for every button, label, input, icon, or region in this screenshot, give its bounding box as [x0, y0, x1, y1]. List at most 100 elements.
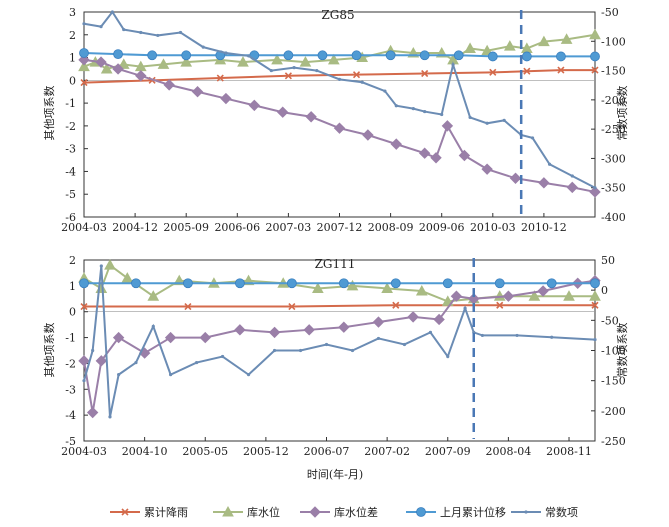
- series-point-21: [480, 333, 485, 338]
- series-point-9: [247, 54, 251, 58]
- legend-marker-point-0: [121, 508, 129, 516]
- y-tick-label: -4: [65, 165, 76, 178]
- series-point-4: [147, 290, 160, 301]
- series-line: [84, 304, 595, 308]
- x-tick-label: 2005-09: [163, 221, 209, 234]
- legend-item: 库水位: [213, 505, 280, 519]
- series-point-2: [95, 355, 108, 367]
- y2-tick-label: 50: [601, 254, 615, 267]
- series-point-0: [79, 48, 89, 58]
- series-point-11: [453, 50, 464, 61]
- series-point-9: [220, 354, 225, 359]
- series-point-6: [390, 278, 401, 289]
- series-库水位差: [78, 274, 601, 419]
- series-库水位差: [78, 54, 601, 198]
- y-tick-label: -3: [65, 383, 76, 396]
- series-point-22: [515, 333, 519, 338]
- series-point-5: [191, 86, 204, 98]
- series-point-5: [421, 69, 429, 78]
- x-tick-label: 2005-05: [182, 445, 228, 458]
- series-point-9: [303, 324, 315, 336]
- series-line: [83, 69, 595, 84]
- series-point-2: [104, 259, 116, 270]
- series-line: [83, 279, 596, 413]
- x-tick-label: 2007-12: [317, 221, 363, 234]
- series-point-17: [464, 42, 476, 53]
- series-point-9: [305, 111, 317, 123]
- y-tick-label: -3: [65, 143, 76, 156]
- y2-tick-label: -400: [601, 211, 626, 224]
- series-上月累计位移: [79, 278, 600, 289]
- series-point-18: [423, 109, 427, 114]
- y-tick-label: -5: [65, 435, 76, 448]
- series-point-6: [151, 324, 155, 328]
- series-point-26: [547, 162, 552, 166]
- series-point-13: [433, 313, 445, 326]
- chart-panel-zg111: ZG111 其他项系数 常数项系数 2 1 0 -1 -2 -3 -4 -5 50 0 -50 -10…: [43, 254, 629, 458]
- series-point-23: [502, 118, 506, 122]
- y2-tick-label: -250: [601, 123, 626, 136]
- series-point-4: [496, 301, 504, 309]
- series-point-2: [288, 302, 296, 311]
- series-point-9: [385, 50, 396, 61]
- series-point-8: [494, 278, 505, 289]
- x-tick-label: 2010-12: [521, 221, 567, 234]
- series-point-17: [537, 285, 549, 297]
- series-line: [83, 265, 596, 418]
- plot-frame: [83, 11, 596, 218]
- series-point-0: [78, 60, 90, 72]
- series-point-8: [194, 360, 199, 365]
- series-point-17: [411, 107, 415, 111]
- series-point-21: [468, 115, 472, 120]
- series-point-0: [78, 54, 90, 66]
- series-point-11: [381, 282, 393, 293]
- series-point-6: [283, 50, 294, 61]
- series-point-2: [147, 50, 158, 61]
- series-累计降雨: [80, 301, 599, 311]
- series-point-19: [463, 306, 467, 310]
- series-point-5: [134, 360, 138, 365]
- series-point-8: [557, 66, 565, 74]
- series-point-13: [324, 342, 329, 347]
- series-point-13: [418, 147, 431, 159]
- series-point-13: [337, 77, 342, 81]
- series-point-7: [248, 99, 261, 112]
- legend: 累计降雨 库水位 库水位差 上月累计位移 常数项: [110, 505, 578, 519]
- x-tick-label: 2007-02: [364, 445, 410, 458]
- series-常数项: [82, 10, 597, 190]
- series-point-0: [80, 302, 88, 311]
- series-point-15: [383, 89, 387, 93]
- series-point-21: [538, 35, 550, 47]
- x-tick-label: 2006-07: [304, 445, 350, 458]
- series-point-4: [117, 373, 121, 377]
- legend-label: 累计降雨: [144, 505, 188, 519]
- series-point-15: [376, 336, 381, 341]
- series-point-20: [566, 181, 578, 194]
- y-tick-label: 0: [69, 74, 76, 87]
- x-tick-label: 2005-12: [243, 445, 289, 458]
- x-tick-label: 2009-06: [419, 221, 465, 234]
- y2-axis-label: 常数项系数: [616, 323, 629, 378]
- legend-label: 常数项: [545, 506, 578, 519]
- series-point-3: [112, 331, 125, 344]
- series-point-23: [589, 28, 601, 40]
- y-axis-label: 其他项系数: [43, 323, 56, 378]
- chart-title: ZG111: [315, 257, 356, 271]
- series-point-10: [338, 321, 350, 333]
- series-point-2: [100, 62, 113, 74]
- y2-tick-label: -50: [601, 6, 619, 19]
- x-tick-label: 2007-03: [266, 221, 312, 234]
- legend-marker-point-4: [524, 510, 528, 514]
- series-point-2: [110, 10, 114, 14]
- y-tick-label: -1: [65, 332, 76, 345]
- series-point-23: [550, 335, 554, 339]
- series-point-18: [446, 354, 450, 359]
- series-point-8: [351, 50, 362, 61]
- series-point-6: [489, 68, 497, 76]
- series-point-3: [122, 27, 126, 32]
- y2-tick-label: -100: [601, 345, 626, 358]
- legend-item: 上月累计位移: [406, 505, 506, 519]
- series-累计降雨: [80, 66, 599, 87]
